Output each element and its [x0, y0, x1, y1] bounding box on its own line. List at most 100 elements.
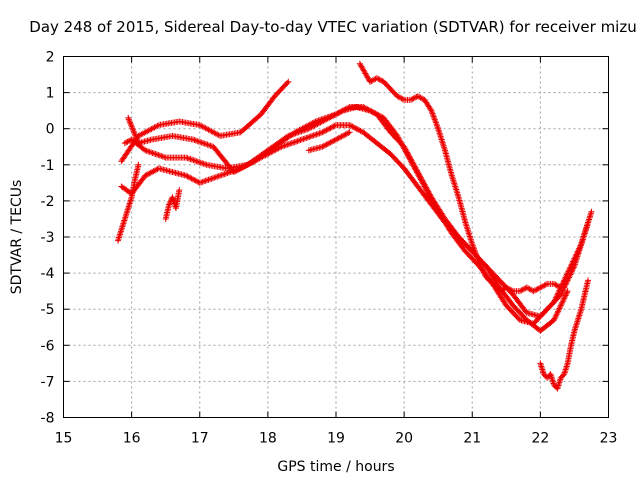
data-point [284, 79, 291, 86]
data-point [368, 108, 375, 115]
data-point [537, 284, 544, 291]
data-point [559, 298, 566, 305]
data-point [318, 116, 325, 123]
data-point [409, 96, 416, 103]
data-point [566, 265, 573, 272]
data-point [551, 317, 557, 324]
data-point [131, 131, 138, 138]
data-point [316, 130, 323, 137]
x-tick-label: 20 [395, 431, 413, 447]
data-point [303, 134, 310, 141]
data-point [317, 129, 324, 136]
data-point [293, 138, 300, 145]
data-point [327, 139, 334, 146]
data-point [399, 96, 406, 103]
data-point [559, 299, 566, 306]
data-point [328, 124, 335, 131]
data-point [499, 286, 506, 293]
data-point [316, 116, 323, 123]
data-point [412, 94, 419, 101]
data-point [479, 266, 486, 273]
ticks-layer [63, 56, 609, 418]
data-point [356, 127, 363, 134]
data-point [321, 115, 328, 122]
data-point [541, 282, 548, 289]
data-point [346, 129, 353, 136]
data-point [568, 261, 575, 268]
data-point [323, 141, 330, 148]
data-point [555, 283, 562, 290]
data-point [531, 287, 538, 294]
data-point [207, 142, 214, 149]
data-point [338, 133, 345, 140]
data-point [503, 284, 510, 291]
data-point [204, 141, 211, 148]
data-point [555, 306, 562, 313]
data-point [187, 156, 194, 163]
x-tick-labels: 15 16 17 18 19 20 21 22 23 [55, 431, 618, 447]
data-point [527, 286, 534, 293]
data-point [127, 120, 134, 127]
data-point [395, 93, 402, 100]
data-point [188, 156, 195, 163]
y-tick-label: 2 [46, 50, 55, 66]
data-point [228, 168, 235, 175]
data-point [322, 114, 329, 121]
data-point [521, 285, 528, 292]
data-point [507, 286, 514, 293]
data-point [323, 127, 330, 134]
data-point [410, 95, 417, 102]
data-point [307, 133, 314, 140]
data-point [480, 267, 487, 274]
data-point [530, 288, 537, 295]
data-point [277, 144, 284, 151]
data-point [314, 117, 321, 124]
data-point [192, 177, 199, 184]
data-point [125, 114, 132, 121]
data-point [191, 176, 198, 183]
x-tick-label: 19 [327, 431, 345, 447]
data-point [570, 258, 577, 265]
data-point [199, 178, 206, 185]
data-point [342, 106, 349, 113]
data-point [427, 106, 434, 113]
data-point [554, 309, 561, 316]
series-track-g [162, 187, 183, 222]
data-point [144, 171, 151, 178]
data-point [556, 305, 563, 312]
data-point [126, 117, 133, 124]
data-point [525, 285, 532, 292]
data-point [312, 131, 319, 138]
data-point [477, 262, 484, 269]
data-point [313, 131, 320, 138]
data-point [551, 280, 557, 287]
data-point [567, 264, 574, 271]
data-point [536, 285, 543, 292]
data-point [506, 285, 513, 292]
data-points-layer [115, 60, 595, 392]
data-point [155, 152, 162, 159]
data-point [297, 137, 304, 144]
data-point [149, 149, 156, 156]
data-point [127, 119, 134, 126]
data-point [325, 113, 332, 120]
data-point [158, 153, 165, 160]
data-point [373, 75, 380, 82]
data-point [481, 270, 488, 277]
data-point [341, 106, 348, 113]
data-point [199, 160, 206, 167]
x-tick-label: 21 [463, 431, 481, 447]
data-point [572, 252, 579, 259]
data-point [504, 285, 511, 292]
data-point [301, 135, 308, 142]
data-point [198, 179, 205, 186]
data-point [319, 129, 326, 136]
data-point [568, 262, 575, 269]
data-point [304, 134, 311, 141]
data-point [153, 151, 160, 158]
series-track-h [537, 277, 592, 392]
data-point [562, 274, 569, 281]
data-point [196, 179, 203, 186]
data-point [353, 125, 360, 132]
data-point [369, 77, 376, 84]
